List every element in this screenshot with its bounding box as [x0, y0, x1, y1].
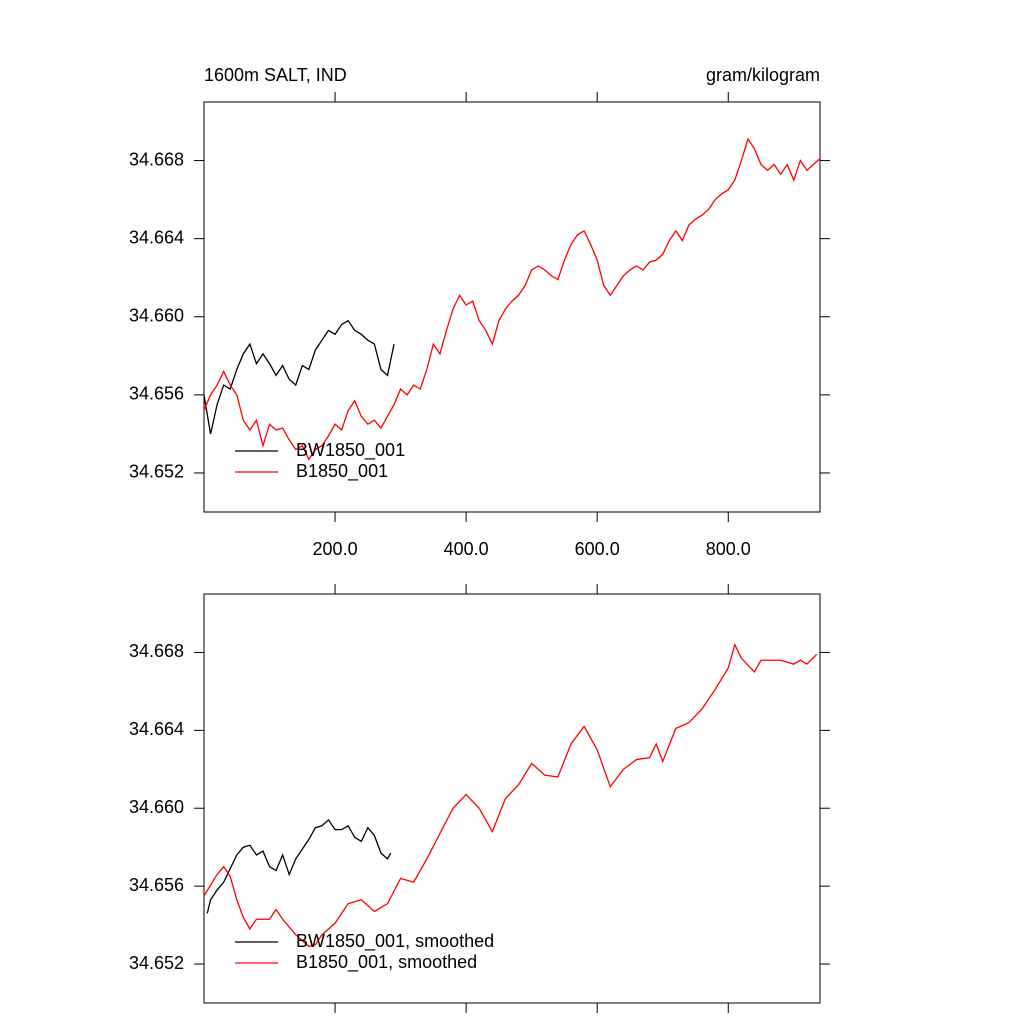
y-tick-label: 34.660	[129, 306, 184, 326]
legend-label: BW1850_001	[296, 440, 405, 461]
series-line	[206, 818, 392, 914]
x-tick-label: 600.0	[575, 539, 620, 559]
y-tick-label: 34.660	[129, 797, 184, 817]
y-tick-label: 34.656	[129, 875, 184, 895]
legend-label: B1850_001, smoothed	[296, 952, 477, 973]
x-tick-label: 400.0	[444, 539, 489, 559]
y-tick-label: 34.664	[129, 719, 184, 739]
legend-label: B1850_001	[296, 461, 388, 482]
plot-frame	[203, 101, 821, 513]
y-tick-label: 34.652	[129, 462, 184, 482]
y-tick-label: 34.664	[129, 227, 184, 247]
x-tick-label: 200.0	[313, 539, 358, 559]
legend-label: BW1850_001, smoothed	[296, 931, 494, 952]
plot-frame	[203, 593, 821, 1004]
y-tick-label: 34.656	[129, 384, 184, 404]
y-tick-label: 34.668	[129, 641, 184, 661]
right-title: gram/kilogram	[706, 65, 820, 85]
y-tick-label: 34.652	[129, 953, 184, 973]
x-tick-label: 800.0	[706, 539, 751, 559]
series-line	[203, 137, 821, 461]
y-tick-label: 34.668	[129, 149, 184, 169]
left-title: 1600m SALT, IND	[204, 65, 347, 85]
series-line	[203, 642, 818, 948]
series-line	[203, 319, 395, 435]
